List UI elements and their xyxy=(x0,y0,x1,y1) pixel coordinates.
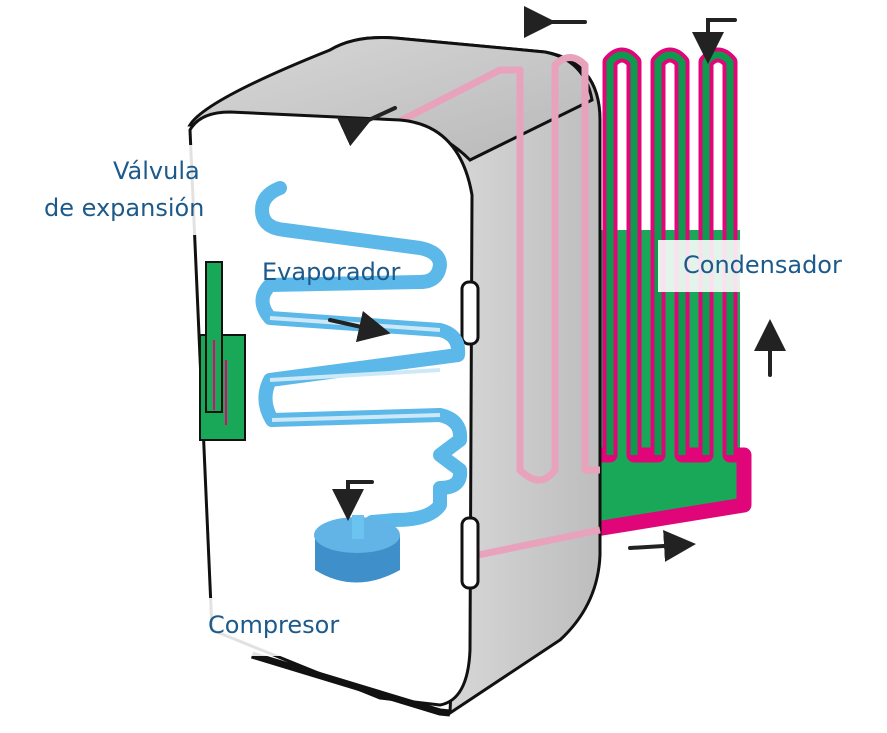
evaporator-label: Evaporador xyxy=(262,258,401,286)
compressor-label-backdrop xyxy=(183,598,373,656)
condenser-label: Condensador xyxy=(683,251,842,279)
condenser xyxy=(582,47,752,538)
door-handle-icon xyxy=(460,280,480,346)
airflow-arrow-icon xyxy=(332,480,374,521)
airflow-arrow-icon xyxy=(692,18,737,64)
valve-label-line1: Válvula xyxy=(113,157,200,185)
airflow-arrows xyxy=(328,6,786,562)
airflow-arrow-icon xyxy=(328,310,391,343)
valve-label-backdrop xyxy=(0,145,222,235)
thermostat xyxy=(199,261,246,441)
compressor-label: Compresor xyxy=(208,611,340,639)
condenser-label-backdrop xyxy=(658,240,887,292)
airflow-arrow-icon xyxy=(336,106,397,147)
fridge-base xyxy=(250,651,451,717)
airflow-arrow-icon xyxy=(628,529,696,562)
door-handle-icon xyxy=(460,516,480,590)
evaporator-coil xyxy=(255,181,468,529)
compressor-icon xyxy=(314,515,400,583)
valve-label-line2: de expansión xyxy=(44,194,205,222)
fridge-front-door xyxy=(188,110,474,707)
